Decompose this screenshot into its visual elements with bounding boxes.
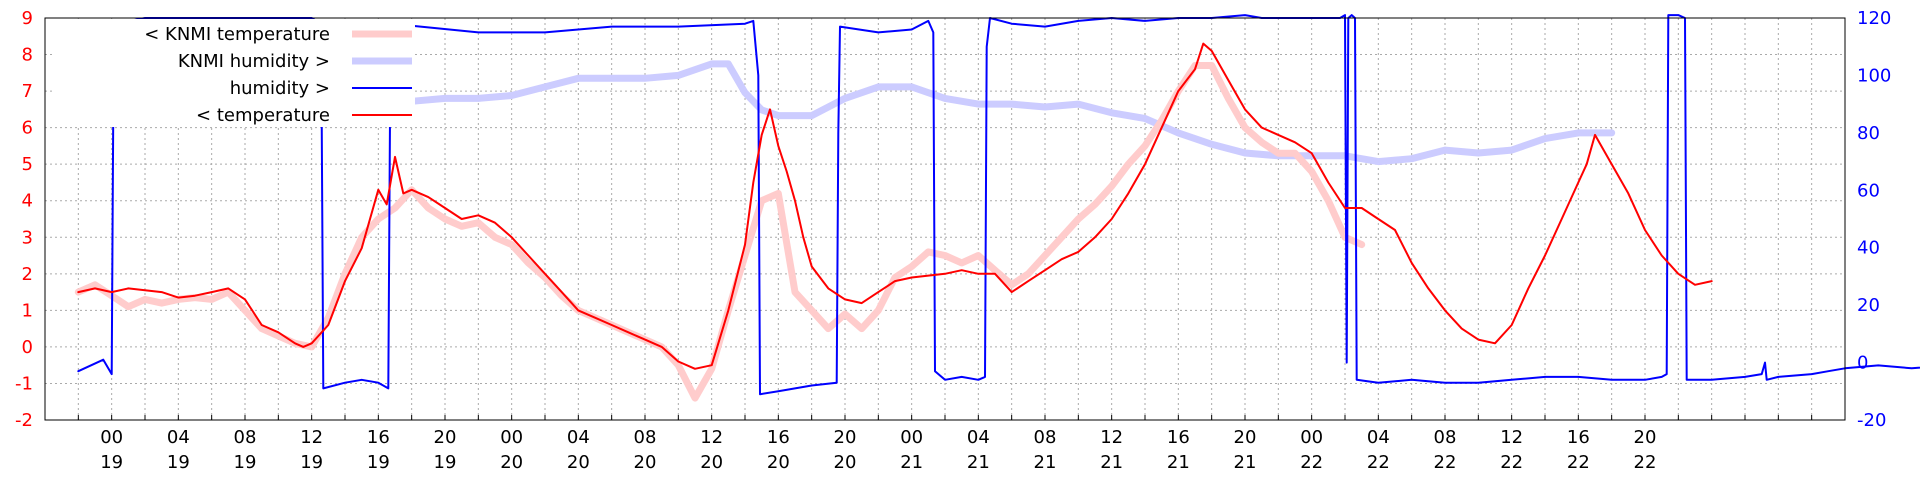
x-tick-day: 20 bbox=[634, 452, 657, 473]
x-tick-hour: 04 bbox=[967, 427, 990, 448]
x-tick-day: 20 bbox=[767, 452, 790, 473]
y-right-tick-label: -20 bbox=[1857, 410, 1886, 431]
x-tick-day: 22 bbox=[1634, 452, 1657, 473]
y-left-tick-label: 3 bbox=[22, 227, 33, 248]
legend-label: < KNMI temperature bbox=[144, 24, 330, 45]
y-left-tick-label: -2 bbox=[15, 410, 33, 431]
x-tick-hour: 12 bbox=[1500, 427, 1523, 448]
y-left-tick-label: 0 bbox=[22, 337, 33, 358]
y-right-tick-label: 20 bbox=[1857, 295, 1880, 316]
y-right-tick-label: 40 bbox=[1857, 238, 1880, 259]
legend: < KNMI temperature KNMI humidity > humidit… bbox=[55, 19, 415, 127]
x-tick-hour: 04 bbox=[567, 427, 590, 448]
x-tick-day: 19 bbox=[367, 452, 390, 473]
y-left-tick-label: 8 bbox=[22, 45, 33, 66]
y-right-tick-label: 60 bbox=[1857, 180, 1880, 201]
y-left-tick-label: 2 bbox=[22, 264, 33, 285]
x-tick-day: 20 bbox=[834, 452, 857, 473]
y-left-tick-label: 6 bbox=[22, 118, 33, 139]
x-tick-day: 20 bbox=[567, 452, 590, 473]
y-left-tick-label: 5 bbox=[22, 154, 33, 175]
x-tick-hour: 08 bbox=[634, 427, 657, 448]
x-tick-hour: 00 bbox=[500, 427, 523, 448]
x-tick-hour: 08 bbox=[1034, 427, 1057, 448]
series-line-temperature bbox=[77, 42, 1713, 370]
legend-label: humidity > bbox=[230, 78, 330, 99]
x-tick-day: 19 bbox=[300, 452, 323, 473]
x-tick-hour: 12 bbox=[700, 427, 723, 448]
x-tick-hour: 00 bbox=[100, 427, 123, 448]
x-tick-hour: 16 bbox=[367, 427, 390, 448]
y-left-tick-label: 7 bbox=[22, 81, 33, 102]
x-tick-hour: 20 bbox=[1234, 427, 1257, 448]
x-tick-day: 22 bbox=[1434, 452, 1457, 473]
axes: -2-10123456789-2002040608010012000190419… bbox=[15, 8, 1891, 473]
x-tick-day: 21 bbox=[1167, 452, 1190, 473]
y-right-tick-label: 0 bbox=[1857, 353, 1868, 374]
x-tick-day: 21 bbox=[900, 452, 923, 473]
x-tick-day: 20 bbox=[700, 452, 723, 473]
x-tick-day: 22 bbox=[1367, 452, 1390, 473]
x-tick-hour: 16 bbox=[1567, 427, 1590, 448]
x-tick-hour: 08 bbox=[1434, 427, 1457, 448]
x-tick-day: 19 bbox=[434, 452, 457, 473]
x-tick-day: 21 bbox=[1034, 452, 1057, 473]
x-tick-day: 21 bbox=[1100, 452, 1123, 473]
y-right-tick-label: 100 bbox=[1857, 65, 1891, 86]
x-tick-hour: 04 bbox=[167, 427, 190, 448]
x-tick-hour: 00 bbox=[1300, 427, 1323, 448]
y-right-tick-label: 120 bbox=[1857, 8, 1891, 29]
x-tick-hour: 08 bbox=[234, 427, 257, 448]
y-right-tick-label: 80 bbox=[1857, 123, 1880, 144]
x-tick-hour: 20 bbox=[434, 427, 457, 448]
x-tick-hour: 16 bbox=[767, 427, 790, 448]
x-tick-day: 20 bbox=[500, 452, 523, 473]
x-tick-day: 19 bbox=[234, 452, 257, 473]
x-tick-day: 22 bbox=[1500, 452, 1523, 473]
x-tick-hour: 20 bbox=[834, 427, 857, 448]
x-tick-hour: 00 bbox=[900, 427, 923, 448]
x-tick-day: 19 bbox=[100, 452, 123, 473]
y-left-tick-label: 4 bbox=[22, 191, 33, 212]
x-tick-day: 21 bbox=[1234, 452, 1257, 473]
x-tick-hour: 20 bbox=[1634, 427, 1657, 448]
y-left-tick-label: 1 bbox=[22, 300, 33, 321]
y-left-tick-label: 9 bbox=[22, 8, 33, 29]
x-tick-day: 21 bbox=[967, 452, 990, 473]
x-tick-hour: 12 bbox=[300, 427, 323, 448]
x-tick-hour: 16 bbox=[1167, 427, 1190, 448]
legend-label: < temperature bbox=[196, 105, 330, 126]
x-tick-day: 19 bbox=[167, 452, 190, 473]
x-tick-day: 22 bbox=[1567, 452, 1590, 473]
x-tick-hour: 12 bbox=[1100, 427, 1123, 448]
y-left-tick-label: -1 bbox=[15, 373, 33, 394]
x-tick-hour: 04 bbox=[1367, 427, 1390, 448]
x-tick-day: 22 bbox=[1300, 452, 1323, 473]
legend-label: KNMI humidity > bbox=[178, 51, 330, 72]
